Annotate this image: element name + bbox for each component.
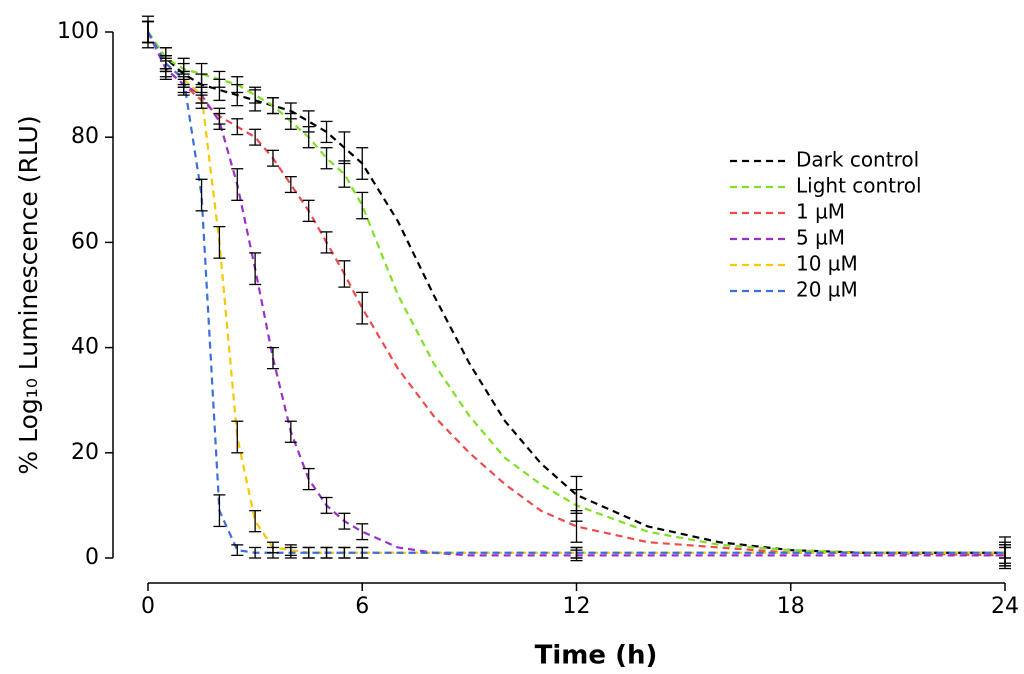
error-bar	[320, 546, 333, 559]
legend-label: 1 µM	[796, 200, 845, 224]
error-bar	[320, 496, 333, 514]
y-tick-label: 100	[57, 19, 99, 44]
error-bar	[266, 546, 279, 559]
error-bar	[266, 97, 279, 115]
x-tick-label: 0	[141, 594, 155, 619]
series-line	[147, 31, 1005, 554]
error-bar	[570, 510, 583, 543]
legend-label: 5 µM	[796, 226, 845, 250]
legend-label: Dark control	[796, 148, 919, 172]
error-bar	[213, 112, 226, 130]
y-tick-label: 40	[71, 335, 99, 360]
error-bar	[213, 70, 226, 88]
y-tick-label: 60	[71, 229, 99, 254]
error-bar	[570, 546, 583, 559]
series-line	[147, 31, 1005, 554]
error-bar	[356, 191, 369, 220]
error-bar	[249, 128, 262, 146]
series-line	[147, 31, 1005, 554]
error-bar	[177, 70, 190, 88]
legend-label: 10 µM	[796, 252, 858, 276]
error-bar	[338, 260, 351, 288]
error-bar	[302, 126, 315, 149]
error-bar	[302, 546, 315, 559]
error-bar	[302, 199, 315, 223]
x-tick-label: 18	[777, 594, 805, 619]
error-bar	[213, 494, 226, 528]
error-bar	[266, 149, 279, 167]
error-bar	[231, 118, 244, 136]
error-bar	[159, 55, 172, 73]
error-bar	[195, 62, 208, 86]
error-bar	[249, 546, 262, 559]
y-tick-label: 80	[71, 124, 99, 149]
error-bar	[249, 252, 262, 286]
error-bar	[320, 147, 333, 170]
error-bar	[266, 346, 279, 370]
error-bar	[356, 523, 369, 541]
error-bar	[338, 546, 351, 559]
error-bar	[338, 512, 351, 530]
error-bar	[195, 178, 208, 212]
error-bar	[302, 467, 315, 491]
error-bar	[999, 546, 1011, 559]
error-bar	[338, 160, 351, 188]
error-bar	[284, 420, 297, 443]
y-tick-label: 20	[71, 440, 99, 465]
error-bar	[356, 147, 369, 180]
error-bar	[284, 175, 297, 194]
x-tick-label: 12	[563, 594, 591, 619]
error-bar	[320, 120, 333, 144]
series-line	[147, 31, 1005, 554]
error-bar	[231, 76, 244, 94]
error-bar	[320, 231, 333, 254]
error-bar	[213, 225, 226, 259]
series-line	[147, 31, 1005, 557]
error-bar	[284, 112, 297, 130]
y-tick-label: 0	[85, 545, 99, 570]
error-bar	[195, 86, 208, 104]
y-axis-title: % Log₁₀ Luminescence (RLU)	[14, 115, 43, 474]
error-bar	[249, 510, 262, 533]
error-bar	[356, 546, 369, 559]
error-bar	[142, 20, 154, 44]
error-bar	[231, 168, 244, 201]
legend-label: 20 µM	[796, 278, 858, 302]
error-bar	[356, 291, 369, 325]
legend-label: Light control	[796, 174, 922, 198]
error-bar	[249, 86, 262, 104]
x-tick-label: 6	[355, 594, 369, 619]
x-axis-title: Time (h)	[535, 641, 658, 671]
error-bar	[231, 544, 244, 557]
error-bar	[338, 131, 351, 165]
error-bar	[284, 546, 297, 559]
x-tick-label: 24	[991, 594, 1019, 619]
error-bar	[231, 420, 244, 454]
